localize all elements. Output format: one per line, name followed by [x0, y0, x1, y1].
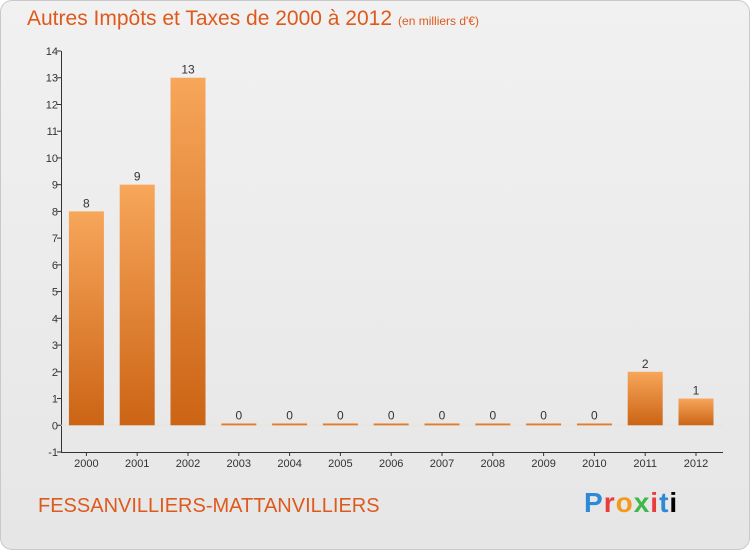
chart-title-text: Autres Impôts et Taxes de 2000 à 2012	[27, 7, 393, 30]
y-tick-label: 0	[52, 420, 58, 432]
bar	[272, 423, 308, 426]
x-tick-label: 2002	[176, 458, 200, 470]
bar	[627, 371, 663, 426]
bar-value-label: 9	[134, 170, 141, 184]
x-tick-label: 2006	[379, 458, 403, 470]
bar-value-label: 0	[286, 408, 293, 422]
y-tick-label: 13	[46, 73, 58, 85]
y-tick-label: 7	[52, 233, 58, 245]
bar-value-label: 0	[591, 408, 598, 422]
bar	[373, 423, 409, 426]
bar-value-label: 0	[540, 408, 547, 422]
y-tick-label: 5	[52, 287, 58, 299]
proxiti-logo: Proxiti	[584, 487, 679, 518]
y-tick-label: 14	[46, 46, 58, 58]
x-tick-label: 2004	[277, 458, 301, 470]
bar	[68, 211, 104, 426]
x-tick-label: 2001	[125, 458, 149, 470]
x-tick-label: 2012	[684, 458, 708, 470]
y-tick-label: 10	[46, 153, 58, 165]
x-tick-label: 2005	[328, 458, 352, 470]
bar	[475, 423, 511, 426]
y-tick-label: 6	[52, 260, 58, 272]
y-tick-label: 3	[52, 340, 58, 352]
bar	[322, 423, 358, 426]
bar	[170, 77, 206, 426]
y-tick-label: 1	[52, 394, 58, 406]
chart-unit: (en milliers d'€)	[398, 14, 480, 28]
x-tick-label: 2010	[582, 458, 606, 470]
bar	[221, 423, 257, 426]
bar	[424, 423, 460, 426]
bar	[119, 184, 155, 426]
y-tick-label: 11	[47, 126, 58, 138]
bar-value-label: 2	[642, 357, 649, 371]
x-tick-label: 2011	[633, 458, 657, 470]
bar-layer: 8 9 13 0 0 0 0 0 0 0 0 2 1	[68, 63, 714, 426]
y-tick-label: 4	[52, 313, 58, 325]
bar-value-label: 0	[489, 408, 496, 422]
chart-title: Autres Impôts et Taxes de 2000 à 2012 (en…	[27, 7, 479, 31]
bar-value-label: 0	[388, 408, 395, 422]
bar-value-label: 0	[235, 408, 242, 422]
x-tick-label: 2008	[481, 458, 505, 470]
y-tick-label: 12	[46, 99, 58, 111]
x-tick-label: 2009	[531, 458, 555, 470]
bar	[576, 423, 612, 426]
bar-value-label: 1	[693, 384, 700, 398]
y-tick-label: 8	[52, 206, 58, 218]
bar-value-label: 0	[439, 408, 446, 422]
bar	[678, 398, 714, 426]
x-tick-label: 2003	[227, 458, 251, 470]
bar-value-label: 13	[181, 63, 195, 77]
bar-value-label: 0	[337, 408, 344, 422]
x-tick-label: 2007	[430, 458, 454, 470]
commune-name: FESSANVILLIERS-MATTANVILLIERS	[38, 495, 380, 517]
bar-value-label: 8	[83, 196, 90, 210]
x-tick-label: 2000	[74, 458, 98, 470]
y-tick-label: -1	[48, 447, 58, 459]
bar	[526, 423, 562, 426]
y-tick-label: 2	[52, 367, 58, 379]
y-tick-label: 9	[52, 180, 58, 192]
